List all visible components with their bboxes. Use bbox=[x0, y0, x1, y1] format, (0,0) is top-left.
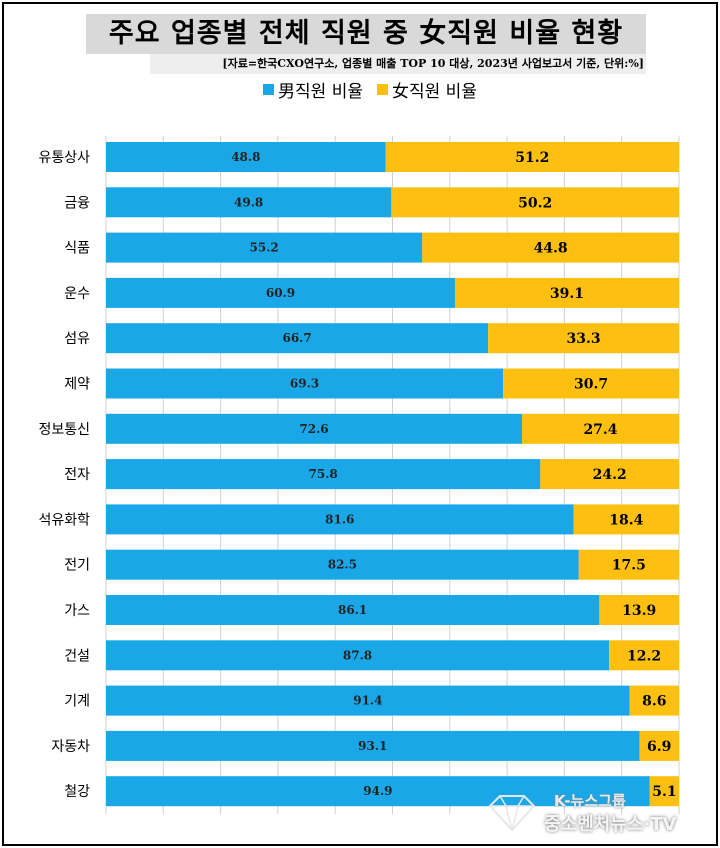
bar-female bbox=[488, 323, 679, 354]
category-label: 가스 bbox=[64, 603, 90, 619]
bar-male bbox=[106, 685, 630, 716]
data-label-male: 81.6 bbox=[325, 512, 354, 526]
bar-male bbox=[106, 730, 640, 761]
bar-female bbox=[454, 277, 679, 308]
data-label-female: 18.4 bbox=[609, 512, 643, 528]
watermark-bottom: 중소벤처뉴스·TV bbox=[544, 814, 677, 835]
bar-female bbox=[578, 549, 679, 580]
bar-male bbox=[106, 187, 392, 218]
bar-male bbox=[106, 504, 574, 535]
bar-male bbox=[106, 232, 423, 263]
bar-male bbox=[106, 323, 489, 354]
data-label-female: 50.2 bbox=[518, 195, 552, 211]
data-label-male: 60.9 bbox=[266, 286, 295, 300]
category-label: 유통상사 bbox=[38, 150, 90, 166]
category-label: 자동차 bbox=[51, 739, 90, 755]
legend-swatch-male bbox=[263, 83, 275, 95]
bar-male bbox=[106, 640, 610, 671]
bar-male bbox=[106, 368, 504, 399]
bar-male bbox=[106, 595, 600, 625]
bar-male bbox=[106, 549, 579, 580]
category-label: 건설 bbox=[64, 648, 90, 664]
data-label-male: 75.8 bbox=[309, 467, 338, 481]
category-label: 전기 bbox=[64, 558, 90, 574]
data-label-female: 17.5 bbox=[612, 558, 646, 574]
data-label-male: 94.9 bbox=[363, 784, 392, 798]
data-label-female: 51.2 bbox=[515, 150, 549, 166]
bar-male bbox=[106, 277, 455, 308]
data-label-female: 6.9 bbox=[647, 739, 671, 755]
data-label-female: 5.1 bbox=[652, 784, 676, 800]
category-label: 섬유 bbox=[64, 331, 90, 347]
category-label: 전자 bbox=[64, 467, 90, 483]
bar-female bbox=[540, 459, 679, 490]
data-label-male: 91.4 bbox=[353, 694, 382, 708]
legend-label-male: 男직원 비율 bbox=[278, 81, 363, 102]
data-label-male: 93.1 bbox=[358, 739, 387, 753]
category-label: 철강 bbox=[64, 784, 90, 800]
watermark: K-뉴스그룹 중소벤처뉴스·TV bbox=[484, 788, 710, 838]
data-label-male: 72.6 bbox=[299, 422, 328, 436]
data-label-male: 87.8 bbox=[343, 648, 372, 662]
bar-male bbox=[106, 413, 522, 444]
data-label-female: 13.9 bbox=[622, 603, 656, 619]
bar-male bbox=[106, 459, 541, 490]
data-label-female: 24.2 bbox=[593, 467, 627, 483]
data-label-male: 48.8 bbox=[231, 150, 260, 164]
bar-female bbox=[385, 142, 679, 172]
data-label-female: 8.6 bbox=[642, 694, 666, 710]
category-label: 금융 bbox=[64, 195, 90, 211]
category-label: 정보통신 bbox=[38, 422, 90, 438]
legend-label-female: 女직원 비율 bbox=[392, 81, 477, 102]
data-label-female: 39.1 bbox=[550, 286, 584, 302]
bar-female bbox=[521, 413, 679, 444]
data-label-male: 86.1 bbox=[338, 603, 367, 617]
chart-title: 주요 업종별 전체 직원 중 女직원 비율 현황 bbox=[86, 14, 646, 54]
bar-female bbox=[503, 368, 679, 399]
bar-female bbox=[649, 776, 679, 807]
legend-item-male: 男직원 비율 bbox=[263, 77, 363, 102]
category-label: 석유화학 bbox=[38, 512, 90, 528]
data-label-male: 69.3 bbox=[290, 377, 319, 391]
category-label: 운수 bbox=[64, 286, 90, 302]
bar-female bbox=[609, 640, 679, 671]
bar-male bbox=[106, 142, 386, 172]
legend-item-female: 女직원 비율 bbox=[377, 77, 477, 102]
data-label-female: 44.8 bbox=[534, 241, 568, 257]
diamond-logo-icon bbox=[488, 795, 536, 832]
bar-female bbox=[639, 730, 679, 761]
bar-male bbox=[106, 776, 650, 807]
category-label: 식품 bbox=[64, 241, 90, 257]
data-label-male: 82.5 bbox=[328, 558, 357, 572]
watermark-top: K-뉴스그룹 bbox=[554, 792, 626, 810]
bar-female bbox=[599, 595, 679, 625]
data-label-male: 49.8 bbox=[234, 195, 263, 209]
data-label-male: 55.2 bbox=[250, 241, 279, 255]
bar-female bbox=[573, 504, 679, 535]
category-label: 제약 bbox=[64, 377, 90, 393]
bar-female bbox=[422, 232, 679, 263]
data-label-female: 30.7 bbox=[574, 377, 608, 393]
data-label-female: 33.3 bbox=[567, 331, 601, 347]
legend: 男직원 비율 女직원 비율 bbox=[220, 76, 520, 102]
bar-female bbox=[391, 187, 679, 218]
legend-swatch-female bbox=[377, 83, 388, 95]
category-label: 기계 bbox=[64, 694, 90, 710]
data-label-female: 12.2 bbox=[627, 648, 661, 664]
data-label-female: 27.4 bbox=[583, 422, 617, 438]
bar-female bbox=[629, 685, 679, 716]
data-label-male: 66.7 bbox=[282, 331, 311, 345]
source-note: [자료=한국CXO연구소, 업종별 매출 TOP 10 대상, 2023년 사업… bbox=[150, 54, 646, 74]
